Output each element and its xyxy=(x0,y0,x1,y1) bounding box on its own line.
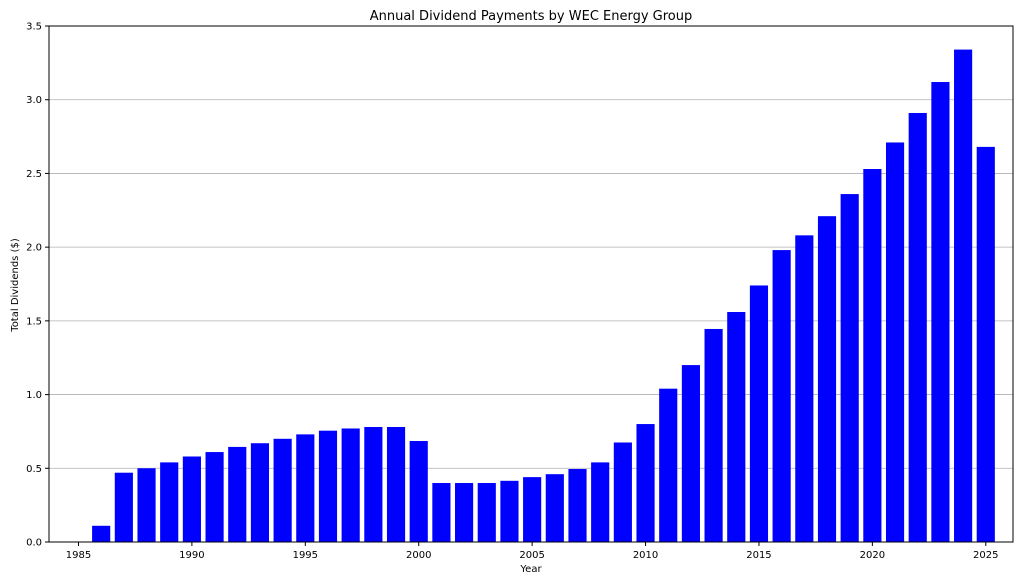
bar-2015 xyxy=(749,285,769,542)
x-tick-label: 2020 xyxy=(860,550,885,561)
bar-2012 xyxy=(681,365,700,542)
x-tick-label: 2000 xyxy=(406,550,431,561)
bar-1997 xyxy=(341,428,360,542)
x-tick-label: 2015 xyxy=(746,550,771,561)
bar-1989 xyxy=(160,462,179,542)
bar-2005 xyxy=(523,477,542,542)
x-tick-label: 2010 xyxy=(633,550,658,561)
bar-1987 xyxy=(114,472,133,542)
bar-2010 xyxy=(636,424,655,542)
bar-1988 xyxy=(137,468,156,542)
y-tick-label: 2.0 xyxy=(26,243,42,254)
y-tick-label: 2.5 xyxy=(26,169,42,180)
bar-1993 xyxy=(250,443,270,542)
bar-1995 xyxy=(296,434,315,542)
bar-2022 xyxy=(908,112,927,543)
x-tick-label: 1985 xyxy=(66,550,91,561)
y-tick-label: 3.5 xyxy=(26,22,42,33)
bar-1992 xyxy=(228,446,247,542)
bar-2018 xyxy=(817,216,837,542)
bar-2007 xyxy=(568,469,587,542)
bar-1991 xyxy=(205,452,224,542)
bar-2003 xyxy=(477,483,496,542)
bar-1996 xyxy=(318,430,338,542)
bar-2009 xyxy=(613,442,632,542)
bar-2020 xyxy=(863,169,882,542)
bar-1994 xyxy=(273,438,292,542)
bar-2021 xyxy=(885,142,905,542)
x-tick-label: 1990 xyxy=(179,550,204,561)
plot-frame xyxy=(48,25,1014,543)
x-axis-ticks: 1985 1990 1995 2000 2005 2010 2015 2020 2025 xyxy=(66,542,999,561)
bar-1998 xyxy=(364,427,383,542)
x-axis-label: Year xyxy=(519,564,542,575)
y-tick-label: 0.0 xyxy=(26,538,42,549)
y-axis-ticks: 0.0 0.5 1.0 1.5 2.0 2.5 3.0 3.5 xyxy=(26,22,49,549)
bar-2024 xyxy=(954,49,973,543)
bar-2017 xyxy=(795,235,814,542)
y-tick-label: 3.0 xyxy=(26,95,42,106)
bar-2008 xyxy=(591,462,610,542)
x-tick-label: 1995 xyxy=(293,550,318,561)
y-tick-label: 1.0 xyxy=(26,390,42,401)
bar-2011 xyxy=(659,388,678,542)
bar-2006 xyxy=(545,474,564,542)
bars xyxy=(92,49,995,543)
bar-1999 xyxy=(386,427,406,542)
bar-2025 xyxy=(976,146,995,543)
y-axis-label: Total Dividends ($) xyxy=(10,238,21,333)
bar-2014 xyxy=(727,312,746,542)
bar-2004 xyxy=(500,480,519,542)
bar-2002 xyxy=(455,483,474,542)
y-tick-label: 1.5 xyxy=(26,316,42,327)
bar-1990 xyxy=(182,456,201,542)
chart-title: Annual Dividend Payments by WEC Energy G… xyxy=(370,9,693,24)
bar-2023 xyxy=(931,82,950,542)
bar-1986 xyxy=(92,525,111,542)
bar-2016 xyxy=(772,250,791,542)
bar-2000 xyxy=(409,441,428,542)
x-tick-label: 2005 xyxy=(519,550,544,561)
y-tick-label: 0.5 xyxy=(26,464,42,475)
bar-2001 xyxy=(432,483,451,542)
bar-2013 xyxy=(704,328,723,542)
bar-2019 xyxy=(840,194,859,542)
x-tick-label: 2025 xyxy=(973,550,998,561)
